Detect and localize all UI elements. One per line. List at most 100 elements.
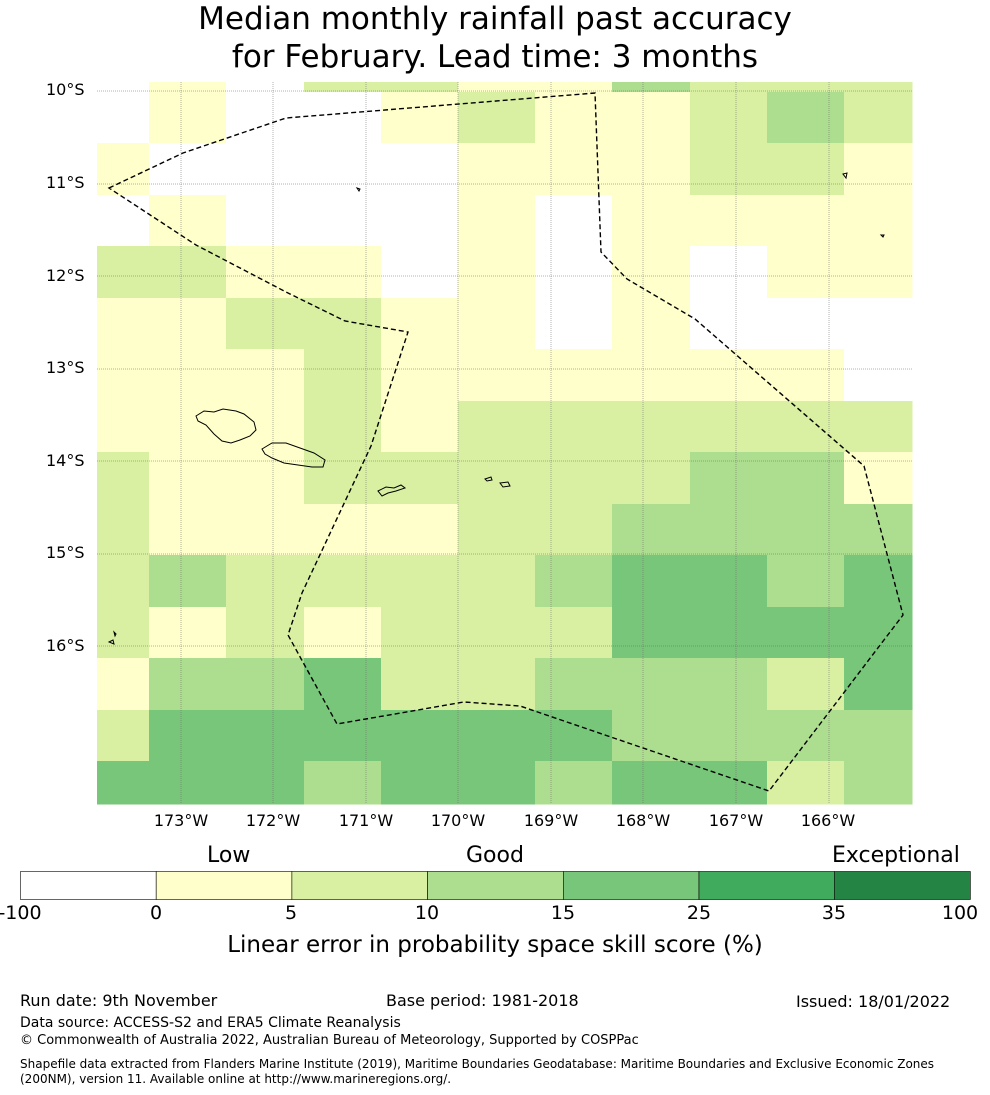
grid-cell xyxy=(381,761,459,805)
grid-cell xyxy=(844,555,913,608)
grid-cell xyxy=(226,246,305,299)
grid-cell xyxy=(149,143,227,196)
grid-cell xyxy=(381,92,459,144)
grid-cell xyxy=(304,92,382,144)
grid-cell xyxy=(226,92,305,144)
grid-cell xyxy=(226,82,305,93)
grid-cell xyxy=(767,298,845,350)
grid-cell xyxy=(612,761,691,805)
upolu-island xyxy=(261,442,326,468)
base-period: Base period: 1981-2018 xyxy=(386,991,579,1010)
grid-cell xyxy=(97,246,150,299)
grid-cell xyxy=(97,195,150,247)
grid-cell xyxy=(767,143,845,196)
lat-label-12s: 12°S xyxy=(46,266,85,285)
grid-cell xyxy=(458,82,536,93)
grid-cell xyxy=(844,143,913,196)
swains-island xyxy=(355,187,361,192)
grid-cell xyxy=(381,298,459,350)
grid-cell xyxy=(304,195,382,247)
grid-cell xyxy=(304,658,382,711)
grid-cell xyxy=(535,92,613,144)
grid-cell xyxy=(458,195,536,247)
cb-tick-10: 10 xyxy=(414,902,440,924)
lat-label-14s: 14°S xyxy=(46,451,85,470)
grid-cell xyxy=(304,710,382,762)
grid-cell xyxy=(612,710,691,762)
grid-cell xyxy=(767,452,845,505)
grid-cell xyxy=(226,710,305,762)
lat-label-16s: 16°S xyxy=(46,636,85,655)
grid-cell xyxy=(612,82,691,93)
grid-cell xyxy=(381,246,459,299)
grid-cell xyxy=(149,298,227,350)
grid-cell xyxy=(304,504,382,556)
lon-label-173w: 173°W xyxy=(153,811,209,830)
grid-cell xyxy=(381,607,459,659)
grid-cell xyxy=(458,710,536,762)
grid-cell xyxy=(381,658,459,711)
grid-cell xyxy=(767,401,845,453)
grid-cell xyxy=(535,349,613,402)
grid-cell xyxy=(535,658,613,711)
grid-cell xyxy=(767,710,845,762)
tau-island xyxy=(499,481,511,488)
skill-map xyxy=(97,82,913,805)
grid-cell xyxy=(458,349,536,402)
category-good: Good xyxy=(466,843,524,868)
grid-cell xyxy=(767,349,845,402)
grid-cell xyxy=(97,143,150,196)
grid-cell xyxy=(226,555,305,608)
grid-cell xyxy=(304,607,382,659)
grid-cell xyxy=(767,82,845,93)
grid-cell xyxy=(458,143,536,196)
grid-cell xyxy=(97,82,150,93)
copyright: © Commonwealth of Australia 2022, Austra… xyxy=(20,1033,639,1048)
grid-cell xyxy=(304,246,382,299)
grid-cell xyxy=(149,92,227,144)
colorbar-segment xyxy=(427,871,564,900)
colorbar-segment xyxy=(155,871,293,900)
grid-cell xyxy=(612,658,691,711)
lon-label-172w: 172°W xyxy=(245,811,301,830)
cb-tick-25: 25 xyxy=(686,902,712,924)
grid-cell xyxy=(535,82,613,93)
cb-tick-5: 5 xyxy=(284,902,298,924)
grid-cell xyxy=(381,82,459,93)
lon-label-168w: 168°W xyxy=(615,811,671,830)
grid-cell xyxy=(612,504,691,556)
grid-cell xyxy=(690,82,768,93)
grid-cell xyxy=(844,452,913,505)
grid-cell xyxy=(97,607,150,659)
grid-cell xyxy=(149,761,227,805)
grid-cell xyxy=(97,401,150,453)
grid-cell xyxy=(690,246,768,299)
grid-cell xyxy=(690,658,768,711)
cb-tick-35: 35 xyxy=(821,902,847,924)
grid-cell xyxy=(535,555,613,608)
lon-label-169w: 169°W xyxy=(523,811,579,830)
colorbar-segment xyxy=(834,871,971,900)
grid-cell xyxy=(149,401,227,453)
grid-cell xyxy=(612,349,691,402)
grid-cell xyxy=(226,349,305,402)
grid-cell xyxy=(97,658,150,711)
grid-cell xyxy=(458,555,536,608)
savaii-island xyxy=(195,408,257,444)
grid-cell xyxy=(304,452,382,505)
grid-cell xyxy=(97,298,150,350)
grid-cell xyxy=(612,607,691,659)
grid-cell xyxy=(690,607,768,659)
grid-cell xyxy=(97,761,150,805)
grid-cell xyxy=(304,298,382,350)
colorbar-segment xyxy=(20,871,157,900)
grid-cell xyxy=(226,452,305,505)
grid-cell xyxy=(381,195,459,247)
grid-cell xyxy=(844,298,913,350)
grid-cell xyxy=(612,401,691,453)
grid-cell xyxy=(304,143,382,196)
grid-cell xyxy=(767,555,845,608)
grid-cell xyxy=(226,143,305,196)
grid-cell xyxy=(458,92,536,144)
grid-cell xyxy=(226,195,305,247)
